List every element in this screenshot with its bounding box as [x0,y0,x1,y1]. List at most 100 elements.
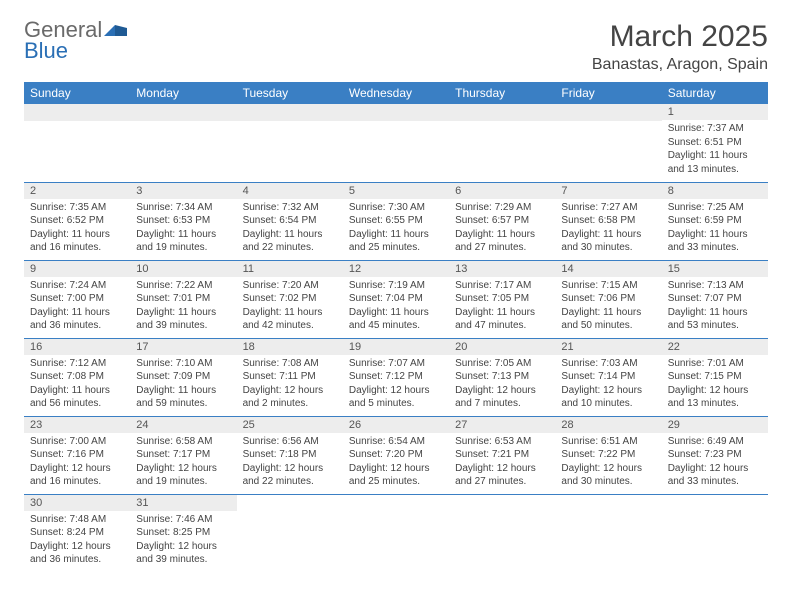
calendar-day-cell: 12Sunrise: 7:19 AMSunset: 7:04 PMDayligh… [343,260,449,338]
day-number: 6 [449,183,555,199]
calendar-day-cell: 15Sunrise: 7:13 AMSunset: 7:07 PMDayligh… [662,260,768,338]
empty-day-bar [555,104,661,121]
calendar-day-cell: 21Sunrise: 7:03 AMSunset: 7:14 PMDayligh… [555,338,661,416]
logo: GeneralBlue [24,20,128,62]
day-details: Sunrise: 7:19 AMSunset: 7:04 PMDaylight:… [343,277,449,337]
day-number: 18 [237,339,343,355]
calendar-day-cell: 18Sunrise: 7:08 AMSunset: 7:11 PMDayligh… [237,338,343,416]
calendar-week-row: 2Sunrise: 7:35 AMSunset: 6:52 PMDaylight… [24,182,768,260]
calendar-day-cell: 2Sunrise: 7:35 AMSunset: 6:52 PMDaylight… [24,182,130,260]
day-details: Sunrise: 7:34 AMSunset: 6:53 PMDaylight:… [130,199,236,259]
month-title: March 2025 [592,20,768,54]
day-number: 14 [555,261,661,277]
calendar-day-cell: 6Sunrise: 7:29 AMSunset: 6:57 PMDaylight… [449,182,555,260]
day-number: 17 [130,339,236,355]
calendar-week-row: 1Sunrise: 7:37 AMSunset: 6:51 PMDaylight… [24,104,768,182]
calendar-day-cell: 22Sunrise: 7:01 AMSunset: 7:15 PMDayligh… [662,338,768,416]
day-number: 20 [449,339,555,355]
day-details: Sunrise: 7:35 AMSunset: 6:52 PMDaylight:… [24,199,130,259]
calendar-day-cell: 16Sunrise: 7:12 AMSunset: 7:08 PMDayligh… [24,338,130,416]
day-details: Sunrise: 7:05 AMSunset: 7:13 PMDaylight:… [449,355,555,415]
calendar-day-cell: 11Sunrise: 7:20 AMSunset: 7:02 PMDayligh… [237,260,343,338]
calendar-day-cell: 30Sunrise: 7:48 AMSunset: 8:24 PMDayligh… [24,494,130,572]
day-details: Sunrise: 7:00 AMSunset: 7:16 PMDaylight:… [24,433,130,493]
day-number: 12 [343,261,449,277]
empty-day-bar [343,104,449,121]
calendar-day-cell [662,494,768,572]
calendar-day-cell: 8Sunrise: 7:25 AMSunset: 6:59 PMDaylight… [662,182,768,260]
day-details: Sunrise: 7:27 AMSunset: 6:58 PMDaylight:… [555,199,661,259]
day-number: 19 [343,339,449,355]
day-number: 11 [237,261,343,277]
day-details: Sunrise: 7:46 AMSunset: 8:25 PMDaylight:… [130,511,236,571]
calendar-header-cell: Tuesday [237,82,343,104]
calendar-day-cell [555,494,661,572]
empty-day-bar [237,104,343,121]
calendar-header-cell: Thursday [449,82,555,104]
day-details: Sunrise: 6:49 AMSunset: 7:23 PMDaylight:… [662,433,768,493]
calendar-week-row: 16Sunrise: 7:12 AMSunset: 7:08 PMDayligh… [24,338,768,416]
calendar-day-cell [343,494,449,572]
day-number: 9 [24,261,130,277]
day-details: Sunrise: 7:32 AMSunset: 6:54 PMDaylight:… [237,199,343,259]
day-number: 13 [449,261,555,277]
day-number: 24 [130,417,236,433]
day-details: Sunrise: 7:48 AMSunset: 8:24 PMDaylight:… [24,511,130,571]
calendar-day-cell: 20Sunrise: 7:05 AMSunset: 7:13 PMDayligh… [449,338,555,416]
day-details: Sunrise: 7:25 AMSunset: 6:59 PMDaylight:… [662,199,768,259]
day-number: 7 [555,183,661,199]
calendar-day-cell [24,104,130,182]
day-number: 5 [343,183,449,199]
day-number: 25 [237,417,343,433]
calendar-header-cell: Saturday [662,82,768,104]
calendar-day-cell: 23Sunrise: 7:00 AMSunset: 7:16 PMDayligh… [24,416,130,494]
calendar-header-cell: Wednesday [343,82,449,104]
calendar-day-cell: 5Sunrise: 7:30 AMSunset: 6:55 PMDaylight… [343,182,449,260]
day-number: 10 [130,261,236,277]
calendar-header-cell: Sunday [24,82,130,104]
day-number: 21 [555,339,661,355]
calendar-day-cell [130,104,236,182]
calendar-day-cell: 10Sunrise: 7:22 AMSunset: 7:01 PMDayligh… [130,260,236,338]
day-details: Sunrise: 7:03 AMSunset: 7:14 PMDaylight:… [555,355,661,415]
empty-day-bar [24,104,130,121]
calendar-day-cell [449,104,555,182]
day-details: Sunrise: 7:30 AMSunset: 6:55 PMDaylight:… [343,199,449,259]
day-details: Sunrise: 6:58 AMSunset: 7:17 PMDaylight:… [130,433,236,493]
day-number: 1 [662,104,768,120]
calendar-week-row: 23Sunrise: 7:00 AMSunset: 7:16 PMDayligh… [24,416,768,494]
calendar-week-row: 30Sunrise: 7:48 AMSunset: 8:24 PMDayligh… [24,494,768,572]
day-number: 30 [24,495,130,511]
calendar-day-cell [237,104,343,182]
calendar-day-cell: 9Sunrise: 7:24 AMSunset: 7:00 PMDaylight… [24,260,130,338]
header: GeneralBlue March 2025 Banastas, Aragon,… [24,20,768,74]
calendar-week-row: 9Sunrise: 7:24 AMSunset: 7:00 PMDaylight… [24,260,768,338]
location: Banastas, Aragon, Spain [592,56,768,74]
day-details: Sunrise: 6:51 AMSunset: 7:22 PMDaylight:… [555,433,661,493]
day-number: 4 [237,183,343,199]
calendar-day-cell: 13Sunrise: 7:17 AMSunset: 7:05 PMDayligh… [449,260,555,338]
day-details: Sunrise: 7:08 AMSunset: 7:11 PMDaylight:… [237,355,343,415]
calendar-day-cell [449,494,555,572]
calendar-table: SundayMondayTuesdayWednesdayThursdayFrid… [24,82,768,572]
day-number: 2 [24,183,130,199]
flag-icon [104,19,128,44]
calendar-day-cell: 3Sunrise: 7:34 AMSunset: 6:53 PMDaylight… [130,182,236,260]
calendar-day-cell: 31Sunrise: 7:46 AMSunset: 8:25 PMDayligh… [130,494,236,572]
day-details: Sunrise: 7:37 AMSunset: 6:51 PMDaylight:… [662,120,768,180]
calendar-day-cell: 28Sunrise: 6:51 AMSunset: 7:22 PMDayligh… [555,416,661,494]
day-details: Sunrise: 7:20 AMSunset: 7:02 PMDaylight:… [237,277,343,337]
day-number: 23 [24,417,130,433]
day-number: 8 [662,183,768,199]
day-details: Sunrise: 7:01 AMSunset: 7:15 PMDaylight:… [662,355,768,415]
logo-text-blue: Blue [24,38,68,63]
day-details: Sunrise: 7:13 AMSunset: 7:07 PMDaylight:… [662,277,768,337]
day-details: Sunrise: 7:24 AMSunset: 7:00 PMDaylight:… [24,277,130,337]
calendar-day-cell [555,104,661,182]
calendar-day-cell: 26Sunrise: 6:54 AMSunset: 7:20 PMDayligh… [343,416,449,494]
calendar-header-cell: Monday [130,82,236,104]
empty-day-bar [130,104,236,121]
day-details: Sunrise: 6:56 AMSunset: 7:18 PMDaylight:… [237,433,343,493]
day-number: 27 [449,417,555,433]
day-details: Sunrise: 6:54 AMSunset: 7:20 PMDaylight:… [343,433,449,493]
